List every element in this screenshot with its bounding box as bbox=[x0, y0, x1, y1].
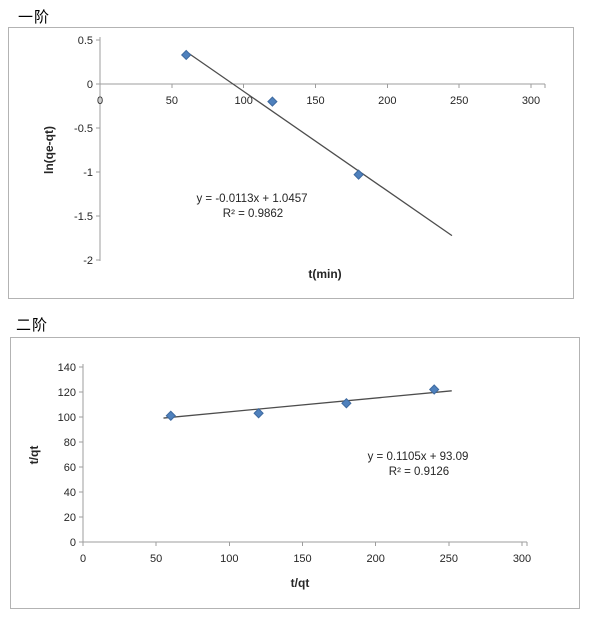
y-tick-label: 20 bbox=[64, 512, 76, 524]
r-squared-label: R² = 0.9126 bbox=[389, 466, 449, 478]
data-point bbox=[353, 169, 364, 180]
x-tick-label: 0 bbox=[97, 95, 103, 107]
x-tick-label: 250 bbox=[450, 95, 468, 107]
y-tick-label: -1.5 bbox=[74, 211, 93, 223]
y-tick-label: 0 bbox=[87, 79, 93, 91]
y-tick-label: 60 bbox=[64, 462, 76, 474]
y-tick-label: 40 bbox=[64, 487, 76, 499]
r-squared-label: R² = 0.9862 bbox=[223, 208, 283, 220]
x-tick-label: 150 bbox=[306, 95, 324, 107]
y-tick-label: -2 bbox=[83, 255, 93, 267]
data-point bbox=[253, 408, 264, 419]
data-point bbox=[341, 398, 352, 409]
y-tick-label: -1 bbox=[83, 167, 93, 179]
first-order-chart[interactable]: 0.5 0 -0.5 -1 -1.5 -2 0 50 100 150 200 250 300 y = -0… bbox=[8, 27, 574, 299]
x-tick-label: 50 bbox=[166, 95, 178, 107]
data-point bbox=[428, 384, 440, 395]
y-tick-label: 140 bbox=[58, 362, 76, 374]
equation-label: y = -0.0113x + 1.0457 bbox=[196, 193, 307, 205]
data-point bbox=[165, 410, 177, 421]
first-order-chart-title: 一阶 bbox=[18, 9, 51, 26]
x-tick-label: 250 bbox=[440, 553, 458, 565]
x-tick-label: 300 bbox=[513, 553, 531, 565]
x-tick-label: 100 bbox=[234, 95, 252, 107]
second-order-chart-title: 二阶 bbox=[16, 317, 49, 334]
x-tick-label: 50 bbox=[150, 553, 162, 565]
second-order-chart[interactable]: 140 120 100 80 60 40 20 0 0 50 100 150 200 250 300 y = … bbox=[10, 337, 580, 609]
data-point bbox=[267, 96, 278, 107]
y-tick-label: -0.5 bbox=[74, 123, 93, 135]
y-tick-label: 100 bbox=[58, 412, 76, 424]
x-tick-label: 0 bbox=[80, 553, 86, 565]
y-tick-label: 0.5 bbox=[78, 35, 93, 47]
x-tick-label: 200 bbox=[366, 553, 384, 565]
y-axis-title: t/qt bbox=[27, 446, 41, 465]
x-tick-label: 100 bbox=[220, 553, 238, 565]
trendline bbox=[163, 390, 452, 419]
trendline bbox=[185, 51, 453, 237]
y-tick-label: 120 bbox=[58, 387, 76, 399]
first-order-plot: 0.5 0 -0.5 -1 -1.5 -2 0 50 100 150 200 250 300 y = -0… bbox=[42, 35, 546, 281]
x-tick-label: 150 bbox=[293, 553, 311, 565]
x-tick-label: 200 bbox=[378, 95, 396, 107]
data-point bbox=[180, 49, 192, 61]
y-tick-label: 80 bbox=[64, 437, 76, 449]
y-axis-title: ln(qe-qt) bbox=[42, 126, 56, 174]
x-axis-title: t/qt bbox=[291, 576, 310, 590]
x-tick-label: 300 bbox=[522, 95, 540, 107]
y-tick-label: 0 bbox=[70, 537, 76, 549]
x-axis-title: t(min) bbox=[308, 267, 341, 281]
equation-label: y = 0.1105x + 93.09 bbox=[368, 451, 469, 463]
